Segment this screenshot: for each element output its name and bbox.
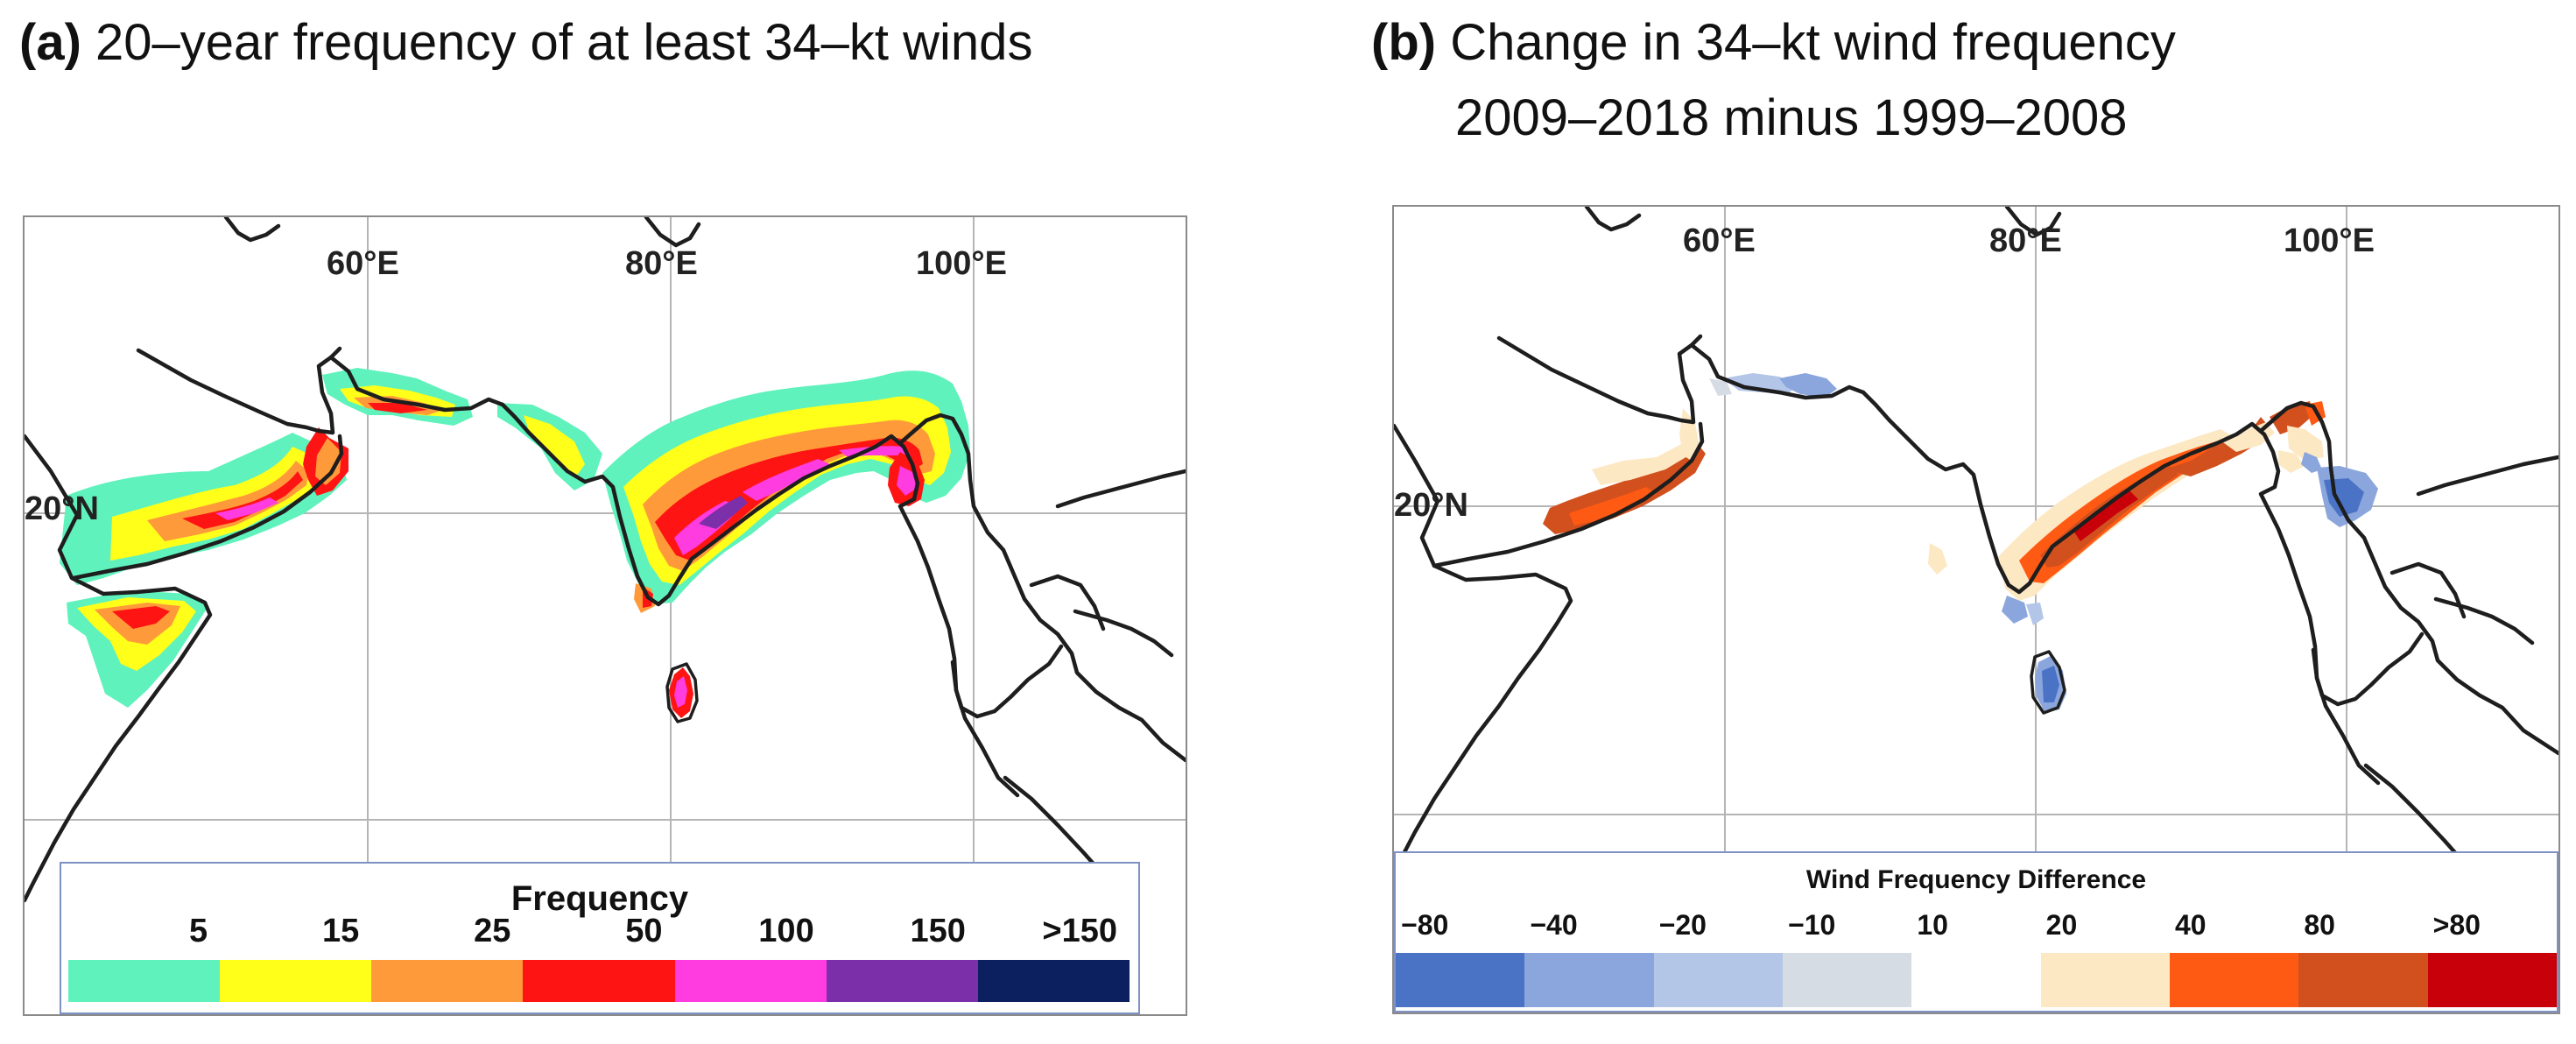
panel-a-lon-label-60e: 60°E	[327, 245, 399, 282]
legend-tick-label: 80	[2304, 909, 2335, 941]
legend-tick-label: 15	[322, 913, 360, 949]
panel-b-map: 60°E 80°E 100°E 20°N Wind Frequency Diff…	[1392, 205, 2560, 1014]
legend-swatch	[2298, 953, 2429, 1007]
legend-swatch	[2170, 953, 2299, 1007]
legend-tick-label: −20	[1658, 909, 1707, 941]
legend-swatch	[68, 960, 221, 1002]
legend-swatch	[1653, 953, 1784, 1007]
panel-a-map-svg	[25, 217, 1186, 1014]
panel-a-legend-title: Frequency	[510, 879, 689, 918]
panel-a-lon-label-100e: 100°E	[916, 245, 1007, 282]
legend-tick-label: 150	[910, 913, 966, 949]
panel-a-lat-label-20n: 20°N	[25, 490, 99, 527]
legend-swatch	[1524, 953, 1655, 1007]
panel-b-title-line2-wrap: 2009–2018 minus 1999–2008	[1455, 88, 2128, 149]
legend-tick-label: 25	[474, 913, 511, 949]
panel-b-lon-label-60e: 60°E	[1683, 222, 1756, 259]
legend-swatch	[674, 960, 827, 1002]
panel-a-label: (a)	[19, 14, 81, 71]
legend-tick-label: >150	[1042, 913, 1117, 949]
legend-swatch	[371, 960, 524, 1002]
legend-swatch	[826, 960, 979, 1002]
panel-b-title: (b) Change in 34–kt wind frequency	[1371, 12, 2176, 74]
panel-a-legend: Frequency 5 15 25 50 100 150 >150	[60, 862, 1140, 1014]
legend-swatch	[220, 960, 372, 1002]
legend-swatch	[2427, 953, 2558, 1007]
wind-frequency-shading-east	[602, 370, 970, 718]
legend-swatch	[1396, 953, 1525, 1007]
panel-b-title-line2: 2009–2018 minus 1999–2008	[1455, 89, 2128, 146]
legend-swatch	[523, 960, 676, 1002]
panel-b-label: (b)	[1371, 14, 1437, 71]
legend-tick-label: −80	[1401, 909, 1449, 941]
panel-a-title: (a) 20–year frequency of at least 34–kt …	[19, 12, 1032, 74]
panel-b-legend-title: Wind Frequency Difference	[1805, 865, 2147, 894]
panel-b-coastlines	[1394, 207, 2558, 899]
panel-b-title-line1: Change in 34–kt wind frequency	[1450, 14, 2176, 71]
legend-tick-label: 40	[2175, 909, 2206, 941]
legend-tick-label: 50	[625, 913, 663, 949]
panel-b-lon-label-80e: 80°E	[1989, 222, 2062, 259]
legend-swatch	[977, 960, 1130, 1002]
panel-b-lat-label-20n: 20°N	[1394, 487, 1468, 524]
panel-b-lon-label-100e: 100°E	[2284, 222, 2375, 259]
panel-a-title-text: 20–year frequency of at least 34–kt wind…	[95, 14, 1033, 71]
panel-b-legend: Wind Frequency Difference −80 −40 −20 −10 10…	[1394, 851, 2558, 1012]
legend-tick-label: −40	[1530, 909, 1578, 941]
legend-swatch	[1783, 953, 1912, 1007]
legend-tick-label: 20	[2045, 909, 2078, 941]
legend-swatch	[1911, 953, 2042, 1007]
panel-a-lon-label-80e: 80°E	[625, 245, 698, 282]
legend-swatch	[2040, 953, 2171, 1007]
legend-tick-label: >80	[2432, 909, 2481, 941]
legend-tick-label: 5	[189, 913, 208, 949]
legend-tick-label: −10	[1788, 909, 1836, 941]
panel-a-map: 60°E 80°E 100°E 20°N Frequency 5 15 25 50 10…	[23, 215, 1187, 1016]
legend-tick-label: 10	[1917, 909, 1948, 941]
legend-tick-label: 100	[758, 913, 814, 949]
panel-a-coastlines	[25, 217, 1186, 912]
